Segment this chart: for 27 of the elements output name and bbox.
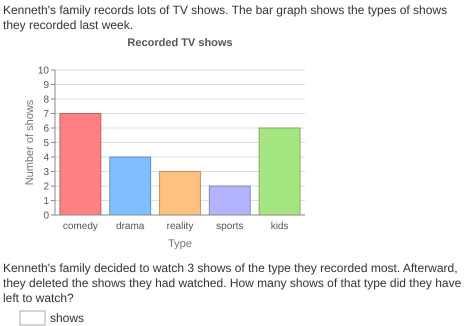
text: Kenneth's family records lots of TV shows. The bar graph shows the types of shows they recorded last week. — [3, 3, 448, 32]
y-tick-label: 8 — [43, 94, 50, 106]
bar — [109, 156, 152, 216]
y-tick-label: 7 — [43, 109, 50, 120]
y-tick-label: 9 — [43, 80, 50, 91]
bar — [59, 113, 102, 216]
text: Kenneth's family decided to watch 3 shows of the type they recorded most. Afterward, they deleted the shows they had watched. How many shows of that type did they have left to watch? — [3, 261, 462, 305]
y-tick-label: 6 — [43, 124, 50, 134]
x-axis-title: Type — [168, 238, 192, 250]
y-tick-label: 5 — [43, 138, 50, 149]
y-tick-label: 4 — [43, 152, 50, 164]
x-tick-label: reality — [166, 221, 194, 232]
x-tick-label: kids — [270, 221, 288, 232]
y-tick-label: 2 — [43, 182, 50, 192]
bar — [208, 186, 251, 216]
y-tick-label: 1 — [43, 196, 50, 207]
y-tick-label: 10 — [38, 66, 50, 76]
y-tick-label: 0 — [43, 210, 50, 222]
y-axis-title: Number of shows — [24, 99, 36, 186]
x-tick-label: sports — [216, 221, 244, 232]
text: shows — [50, 311, 84, 325]
x-tick-label: drama — [116, 221, 145, 232]
bar — [159, 171, 201, 216]
x-tick-label: comedy — [62, 221, 98, 232]
bar — [258, 128, 301, 216]
y-tick-label: 3 — [43, 167, 50, 178]
chart-title: Recorded TV shows — [127, 37, 233, 49]
